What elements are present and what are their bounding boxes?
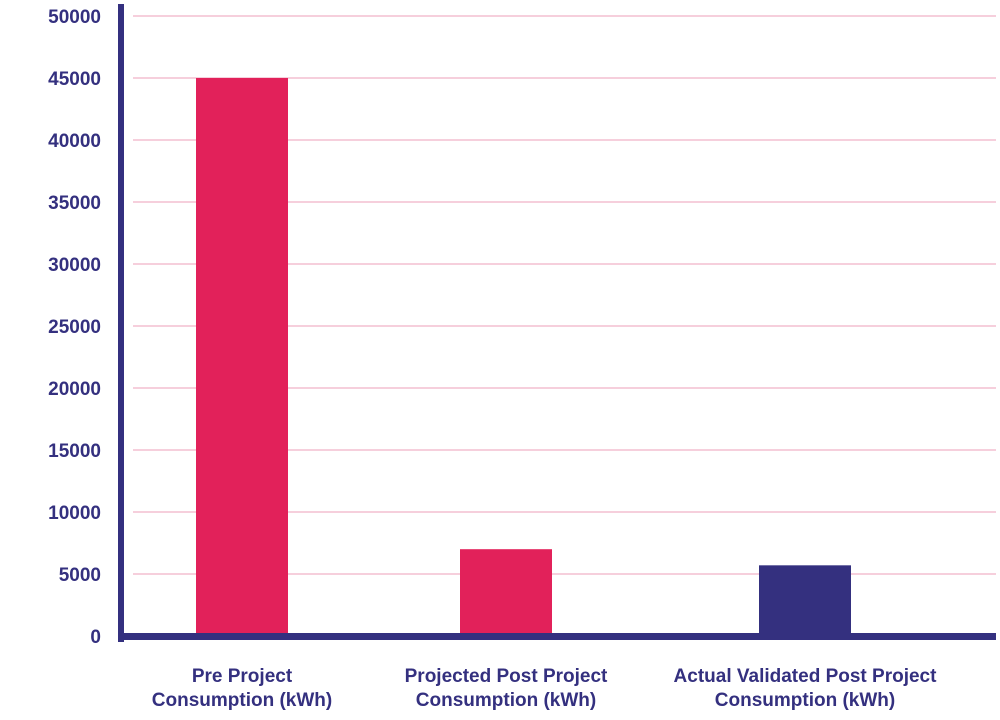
bars — [196, 78, 851, 636]
x-axis-line — [118, 633, 996, 640]
x-tick-label-line: Actual Validated Post Project — [673, 666, 937, 687]
x-tick-label-line: Consumption (kWh) — [714, 690, 896, 711]
y-tick-label: 5000 — [59, 565, 101, 586]
y-tick-label: 45000 — [48, 69, 101, 90]
y-tick-label: 10000 — [48, 503, 101, 524]
axes — [118, 4, 996, 642]
y-tick-label: 15000 — [48, 441, 101, 462]
x-tick-label-line: Pre Project — [191, 666, 293, 687]
y-tick-label: 0 — [90, 627, 101, 648]
x-tick-label-actual-validated-post-project: Actual Validated Post Project Consumptio… — [645, 665, 965, 713]
y-tick-label: 30000 — [48, 255, 101, 276]
bar — [759, 565, 851, 636]
bar — [460, 549, 552, 636]
y-tick-label: 50000 — [48, 7, 101, 28]
x-tick-label-pre-project: Pre Project Consumption (kWh) — [82, 665, 402, 713]
y-tick-labels: 0 5000 10000 15000 20000 25000 30000 35000 40000… — [48, 7, 101, 648]
x-tick-label-projected-post-project: Projected Post Project Consumption (kWh) — [346, 665, 666, 713]
y-tick-label: 40000 — [48, 131, 101, 152]
x-tick-label-line: Consumption (kWh) — [415, 690, 597, 711]
y-tick-label: 20000 — [48, 379, 101, 400]
x-tick-label-line: Consumption (kWh) — [151, 690, 333, 711]
y-axis-line — [118, 4, 124, 642]
x-tick-label-line: Projected Post Project — [404, 666, 608, 687]
y-tick-label: 25000 — [48, 317, 101, 338]
bar — [196, 78, 288, 636]
y-tick-label: 35000 — [48, 193, 101, 214]
